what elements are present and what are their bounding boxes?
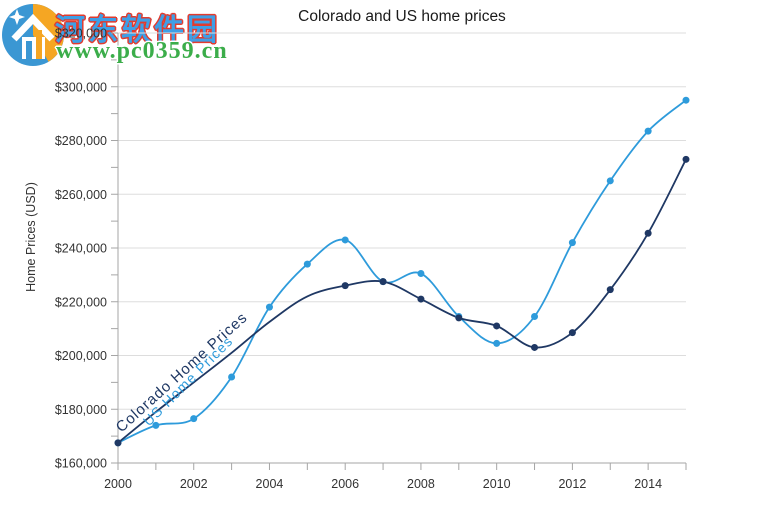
us-series-line bbox=[117, 99, 687, 444]
logo-star-icon bbox=[9, 9, 25, 25]
x-tick-label: 2000 bbox=[104, 477, 132, 491]
colorado-series-marker bbox=[493, 322, 501, 330]
us-series-marker bbox=[341, 236, 349, 244]
y-tick-label: $160,000 bbox=[55, 457, 107, 471]
us-series-marker bbox=[682, 96, 690, 104]
colorado-series-marker bbox=[341, 282, 349, 290]
colorado-series-line bbox=[117, 158, 687, 444]
us-series-marker bbox=[568, 239, 576, 247]
colorado-series-marker bbox=[379, 278, 387, 286]
us-series-marker bbox=[531, 313, 539, 321]
y-tick-label: $240,000 bbox=[55, 242, 107, 256]
us-series-marker bbox=[417, 270, 425, 278]
x-tick-label: 2004 bbox=[256, 477, 284, 491]
colorado-series-marker bbox=[531, 343, 539, 351]
x-tick-label: 2006 bbox=[331, 477, 359, 491]
watermark-site-name: 河东软件园 bbox=[55, 14, 220, 47]
watermark-site-url: www.pc0359.cn bbox=[56, 38, 228, 64]
us-series-marker bbox=[644, 127, 652, 135]
colorado-series-marker bbox=[568, 329, 576, 337]
us-series-marker bbox=[606, 177, 614, 185]
us-series-marker bbox=[228, 373, 236, 381]
colorado-series-marker bbox=[644, 229, 652, 237]
us-series-marker bbox=[493, 339, 501, 347]
us-series-marker bbox=[152, 421, 160, 429]
y-tick-label: $280,000 bbox=[55, 134, 107, 148]
us-series-marker bbox=[303, 260, 311, 268]
logo-house-bar-orange bbox=[36, 30, 42, 59]
y-tick-label: $180,000 bbox=[55, 403, 107, 417]
us-series-marker bbox=[190, 415, 198, 423]
chart-title: Colorado and US home prices bbox=[298, 8, 506, 25]
x-tick-label: 2010 bbox=[483, 477, 511, 491]
y-tick-label: $200,000 bbox=[55, 349, 107, 363]
colorado-series-marker bbox=[417, 295, 425, 303]
y-tick-label: $320,000 bbox=[55, 27, 107, 41]
y-tick-label: $260,000 bbox=[55, 188, 107, 202]
x-tick-label: 2008 bbox=[407, 477, 435, 491]
logo-house-roof bbox=[11, 13, 55, 42]
us-series-marker bbox=[265, 303, 273, 311]
x-tick-label: 2002 bbox=[180, 477, 208, 491]
colorado-series-marker bbox=[606, 286, 614, 294]
y-axis-title: Home Prices (USD) bbox=[24, 182, 38, 292]
watermark-logo-icon bbox=[2, 4, 64, 66]
colorado-series-marker bbox=[682, 155, 690, 163]
logo-house-bar-blue bbox=[26, 41, 32, 59]
colorado-series-marker bbox=[455, 314, 463, 322]
x-tick-label: 2012 bbox=[558, 477, 586, 491]
y-tick-label: $300,000 bbox=[55, 80, 107, 94]
y-tick-label: $220,000 bbox=[55, 295, 107, 309]
colorado-series-marker bbox=[114, 439, 122, 447]
x-tick-label: 2014 bbox=[634, 477, 662, 491]
